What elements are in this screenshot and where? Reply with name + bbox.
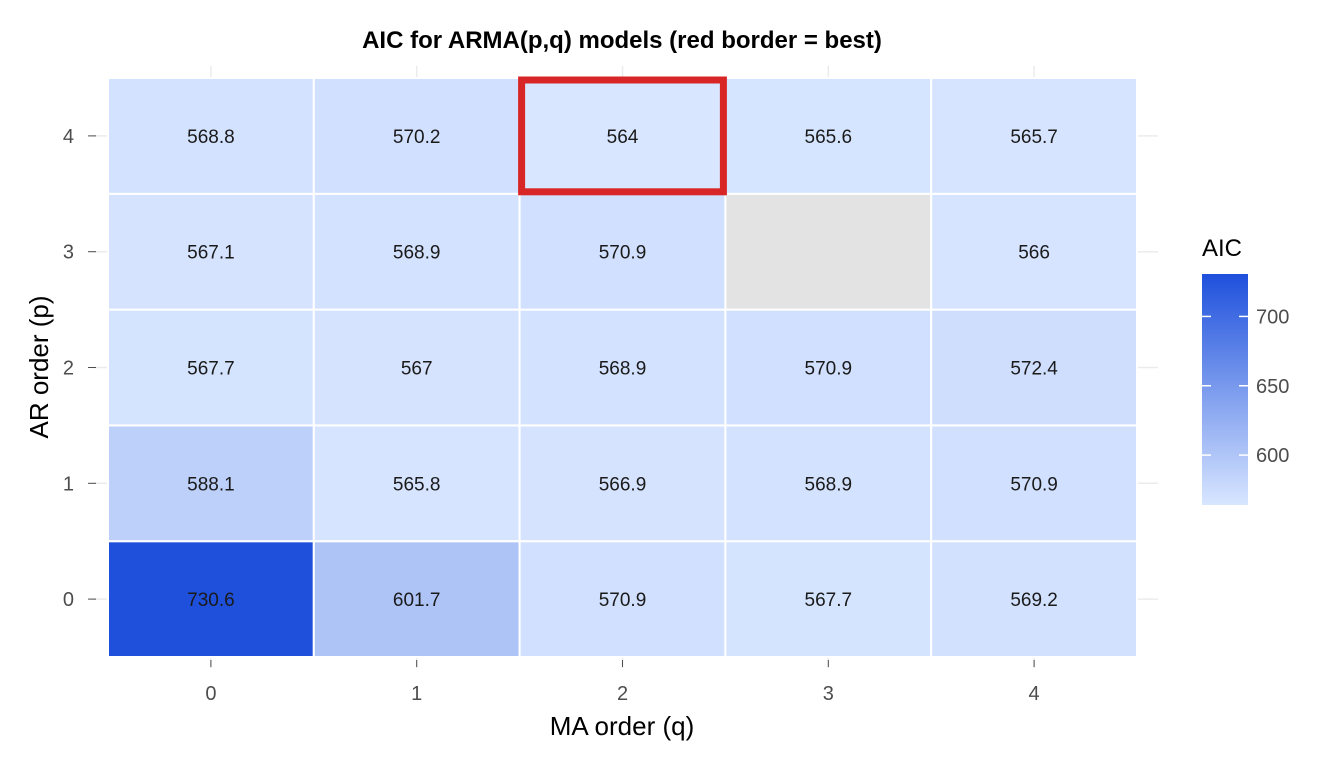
- x-tick-label: 0: [205, 683, 216, 705]
- heatmap-cell: [107, 308, 315, 427]
- x-tick-label: 2: [617, 683, 628, 705]
- cell-value-label: 567.7: [805, 590, 853, 611]
- chart-title: AIC for ARMA(p,q) models (red border = b…: [362, 27, 882, 54]
- x-tick-label: 4: [1029, 683, 1040, 705]
- heatmap-cell: [930, 77, 1139, 195]
- y-tick-label: 4: [63, 126, 74, 148]
- heatmap-cell: [312, 424, 521, 543]
- heatmap-cell: [518, 424, 727, 543]
- heatmap-cell: [930, 540, 1139, 659]
- cell-value-label: 567.1: [187, 243, 235, 264]
- cell-value-label: 565.8: [393, 474, 441, 495]
- x-axis: 0 1 2 3 4: [205, 660, 1040, 705]
- cell-value-label: 568.9: [805, 474, 853, 495]
- color-legend: AIC 600 650 700: [1202, 235, 1289, 505]
- heatmap-cell: [107, 77, 315, 195]
- y-tick-label: 3: [63, 242, 74, 264]
- heatmap-cell: [107, 192, 315, 311]
- cell-value-label: 568.9: [599, 359, 647, 380]
- y-axis: 0 1 2 3 4: [63, 126, 96, 611]
- heatmap-cell: [724, 540, 933, 659]
- heatmap-cell: [107, 424, 315, 543]
- cell-value-label: 566: [1018, 243, 1050, 264]
- heatmap-cell: [518, 308, 727, 427]
- legend-tick-label: 600: [1256, 445, 1289, 467]
- cell-value-label: 567.7: [187, 359, 235, 380]
- cell-value-label: 567: [401, 359, 433, 380]
- x-axis-title: MA order (q): [550, 711, 695, 741]
- heatmap-cells: [107, 77, 1139, 659]
- cell-value-label: 570.2: [393, 127, 441, 148]
- heatmap-cell: [724, 192, 933, 311]
- y-tick-label: 0: [63, 589, 74, 611]
- cell-labels: 730.6 601.7 570.9 567.7 569.2 588.1 565.8 566.9…: [187, 127, 1058, 611]
- heatmap-cell: [724, 77, 933, 195]
- cell-value-label: 570.9: [1010, 474, 1058, 495]
- cell-value-label: 565.6: [805, 127, 853, 148]
- cell-value-label: 730.6: [187, 590, 235, 611]
- y-tick-label: 1: [63, 473, 74, 495]
- cell-value-label: 601.7: [393, 590, 441, 611]
- cell-value-label: 570.9: [599, 590, 647, 611]
- heatmap-cell: [724, 424, 933, 543]
- x-tick-label: 3: [823, 683, 834, 705]
- y-tick-label: 2: [63, 358, 74, 380]
- cell-value-label: 568.9: [393, 243, 441, 264]
- legend-color-bar: [1202, 274, 1248, 505]
- cell-value-label: 569.2: [1010, 590, 1058, 611]
- x-tick-label: 1: [411, 683, 422, 705]
- cell-value-label: 566.9: [599, 474, 647, 495]
- heatmap-cell: [930, 192, 1139, 311]
- legend-tick-label: 700: [1256, 306, 1289, 328]
- heatmap-cell: [518, 540, 727, 659]
- heatmap-cell: [930, 424, 1139, 543]
- legend-title: AIC: [1202, 235, 1242, 262]
- legend-tick-label: 650: [1256, 376, 1289, 398]
- heatmap-cell: [312, 540, 521, 659]
- heatmap-cell: [312, 192, 521, 311]
- cell-value-label: 588.1: [187, 474, 235, 495]
- cell-value-label: 572.4: [1010, 359, 1058, 380]
- y-axis-title: AR order (p): [24, 295, 54, 438]
- best-model-border: [518, 76, 727, 196]
- cell-value-label: 570.9: [599, 243, 647, 264]
- cell-value-label: 565.7: [1010, 127, 1058, 148]
- cell-value-label: 564: [607, 127, 639, 148]
- best-model-highlight: [518, 76, 727, 196]
- heatmap-cell: [312, 308, 521, 427]
- cell-value-label: 570.9: [805, 359, 853, 380]
- cell-value-label: 568.8: [187, 127, 235, 148]
